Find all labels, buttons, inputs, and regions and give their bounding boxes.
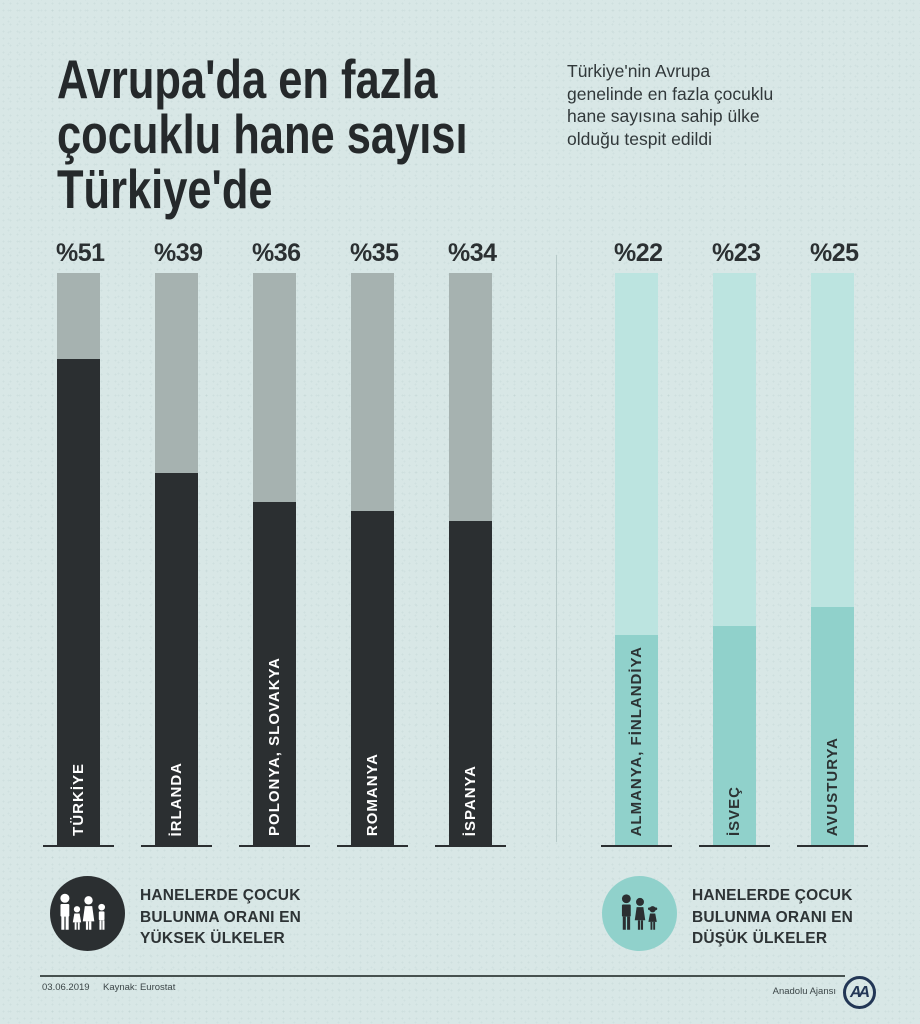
bar-value-label: %34 xyxy=(448,239,497,267)
bar-lowest-countries-2: %25 AVUSTURYA xyxy=(797,239,868,847)
bar-country-label: ROMANYA xyxy=(364,752,381,836)
bar-baseline xyxy=(43,845,114,847)
bar-baseline xyxy=(337,845,408,847)
legend-lowest: HANELERDE ÇOCUK BULUNMA ORANI EN DÜŞÜK Ü… xyxy=(602,876,912,951)
bar-baseline xyxy=(435,845,506,847)
chart-divider xyxy=(556,255,557,842)
bar-label-wrap: İSVEÇ xyxy=(713,273,756,845)
bar-value-label: %22 xyxy=(614,239,663,267)
bar-fill xyxy=(351,511,394,845)
bar-country-label: ALMANYA, FİNLANDİYA xyxy=(628,645,645,836)
aa-logo-letters: AA xyxy=(849,983,870,1001)
bar-fill xyxy=(449,521,492,845)
bar-country-label: TÜRKİYE xyxy=(70,763,87,836)
bar-fill xyxy=(713,626,756,845)
bar-value-label: %25 xyxy=(810,239,859,267)
bar-baseline xyxy=(797,845,868,847)
bar-label-wrap: TÜRKİYE xyxy=(57,273,100,845)
bar-highest-countries-3: %35 ROMANYA xyxy=(337,239,408,847)
bar-fill xyxy=(253,502,296,845)
bar-highest-countries-0: %51 TÜRKİYE xyxy=(43,239,114,847)
bar-country-label: İRLANDA xyxy=(168,761,185,837)
bar-country-label: İSVEÇ xyxy=(726,785,743,836)
bar-value-label: %36 xyxy=(252,239,301,267)
chart-lowest-countries: %22 ALMANYA, FİNLANDİYA %23 İSVEÇ %25 AVUSTUR… xyxy=(601,239,868,847)
bar-country-label: POLONYA, SLOVAKYA xyxy=(266,657,283,836)
family-icon-teal xyxy=(621,893,657,930)
footer-agency: Anadolu Ajansı xyxy=(772,986,836,997)
bar-baseline xyxy=(239,845,310,847)
chart-highest-countries: %51 TÜRKİYE %39 İRLANDA %36 POLONYA, SLOVAKYA… xyxy=(43,239,506,847)
aa-logo: AA xyxy=(843,976,876,1009)
bar-value-label: %39 xyxy=(154,239,203,267)
bar-fill xyxy=(57,359,100,845)
bar-label-wrap: ROMANYA xyxy=(351,273,394,845)
footer-rule xyxy=(40,975,845,977)
bar-fill xyxy=(155,473,198,845)
legend-lowest-label: HANELERDE ÇOCUK BULUNMA ORANI EN DÜŞÜK Ü… xyxy=(692,887,854,947)
bar-value-label: %23 xyxy=(712,239,761,267)
bar-value-label: %35 xyxy=(350,239,399,267)
bar-highest-countries-1: %39 İRLANDA xyxy=(141,239,212,847)
bar-fill xyxy=(615,635,658,845)
footer-date: 03.06.2019 xyxy=(42,982,90,993)
bar-value-label: %51 xyxy=(56,239,105,267)
bar-baseline xyxy=(601,845,672,847)
footer-source: Kaynak: Eurostat xyxy=(103,982,176,993)
legend-highest: HANELERDE ÇOCUK BULUNMA ORANI EN YÜKSEK … xyxy=(50,876,360,951)
family-icon-dark xyxy=(59,893,105,930)
bar-country-label: İSPANYA xyxy=(462,764,479,836)
bar-lowest-countries-0: %22 ALMANYA, FİNLANDİYA xyxy=(601,239,672,847)
page-subtitle: Türkiye'nin Avrupa genelinde en fazla ço… xyxy=(567,61,774,149)
bar-highest-countries-4: %34 İSPANYA xyxy=(435,239,506,847)
legend-circle-teal xyxy=(602,876,677,951)
bar-label-wrap: ALMANYA, FİNLANDİYA xyxy=(615,273,658,845)
bar-lowest-countries-1: %23 İSVEÇ xyxy=(699,239,770,847)
bar-country-label: AVUSTURYA xyxy=(824,736,841,836)
legend-circle-dark xyxy=(50,876,125,951)
legend-highest-label: HANELERDE ÇOCUK BULUNMA ORANI EN YÜKSEK … xyxy=(140,887,302,947)
page-title: Avrupa'da en fazla çocuklu hane sayısı T… xyxy=(57,48,468,220)
bar-baseline xyxy=(141,845,212,847)
bar-fill xyxy=(811,607,854,845)
bar-highest-countries-2: %36 POLONYA, SLOVAKYA xyxy=(239,239,310,847)
bar-label-wrap: İSPANYA xyxy=(449,273,492,845)
bar-baseline xyxy=(699,845,770,847)
bar-label-wrap: AVUSTURYA xyxy=(811,273,854,845)
bar-label-wrap: POLONYA, SLOVAKYA xyxy=(253,273,296,845)
bar-label-wrap: İRLANDA xyxy=(155,273,198,845)
